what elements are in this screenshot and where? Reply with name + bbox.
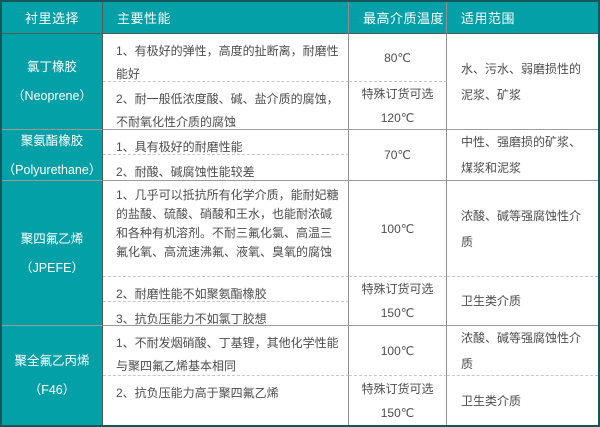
range-cell: 浓酸、碱等强腐蚀性介质 [447,325,598,375]
temp-cell: 80℃ [349,34,447,81]
material-subname: （Neoprene） [12,89,92,103]
material-name: 氯丁橡胶 [26,60,77,74]
perf-cell: 2、耐酸、碱腐蚀性能较差 [103,154,349,180]
header-cell-application: 适用范围 [447,2,598,34]
material-subname: （Polyurethane） [2,162,102,177]
perf-cell: 1、不耐发烟硝酸、丁基锂，其他化学性能与聚四氟乙烯基本相同 [103,325,349,375]
perf-cell: 1、几乎可以抵抗所有化学介质，能耐妃糖的盐酸、硫酸、硝酸和王水，也能耐浓碱和各种… [103,180,349,276]
header-cell-lining: 衬里选择 [2,2,103,34]
material-cell-ptfe: 聚四氟乙烯 （JPEFE） [2,180,103,325]
perf-cell: 2、耐磨性能不如聚氨酯橡胶 [103,276,349,301]
temp-cell: 70℃ [349,129,447,180]
range-cell: 卫生类介质 [447,276,598,325]
perf-cell: 2、抗负压能力高于聚四氟乙烯 [103,375,349,425]
temp-cell: 特殊订货可选 150℃ [349,375,447,425]
temp-cell: 100℃ [349,180,447,276]
temp-cell: 100℃ [349,325,447,375]
material-subname: （F46） [28,383,76,397]
temp-cell: 特殊订货可选 120℃ [349,81,447,129]
perf-cell: 3、抗负压能力不如氯丁胶想 [103,301,349,325]
perf-cell: 2、耐一般低浓度酸、碱、盐介质的腐蚀，不耐氧化性介质的腐蚀 [103,81,349,129]
perf-cell: 1、有极好的弹性，高度的扯断离，耐磨性能好 [103,34,349,81]
perf-cell: 1、具有极好的耐磨性能 [103,129,349,154]
range-cell: 水、污水、弱磨损性的泥浆、矿浆 [461,61,582,102]
material-cell-f46: 聚全氟乙丙烯 （F46） [2,325,103,425]
temp-cell: 特殊订货可选 150℃ [349,276,447,325]
header-cell-max-temp: 最高介质温度 [349,2,447,34]
range-cell: 中性、强磨损的矿浆、煤浆和泥浆 [447,129,598,180]
header-cell-performance: 主要性能 [103,2,349,34]
material-name: 聚氨酯橡胶 [20,133,84,148]
material-name: 聚全氟乙丙烯 [14,354,90,368]
range-cell: 浓酸、碱等强腐蚀性介质 [447,180,598,276]
range-cell: 卫生类介质 [447,375,598,425]
material-subname: （JPEFE） [20,260,84,275]
material-cell-neoprene: 氯丁橡胶 （Neoprene） [2,34,103,129]
material-cell-polyurethane: 聚氨酯橡胶 （Polyurethane） [2,129,103,180]
material-name: 聚四氟乙烯 [20,231,84,246]
